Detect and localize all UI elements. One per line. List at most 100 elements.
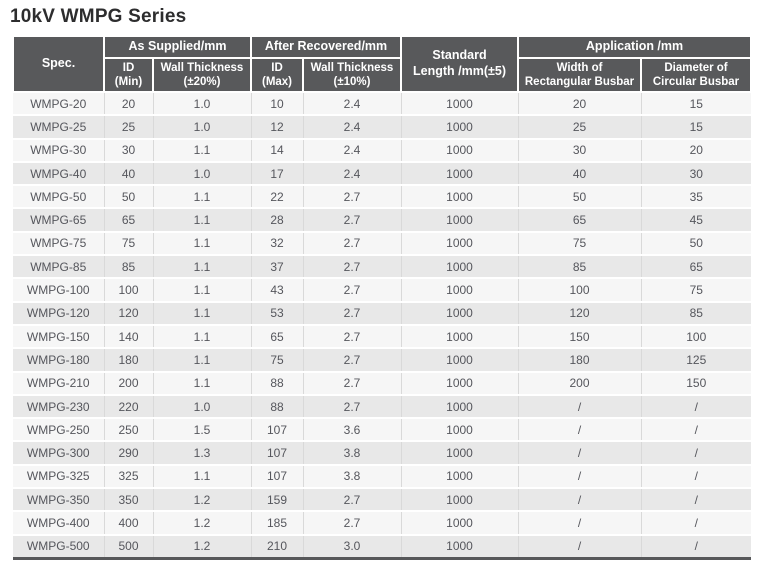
cell-width-rectangular-busbar: 180 [518, 348, 642, 373]
cell-standard-length: 1000 [401, 115, 519, 140]
cell-diameter-circular-busbar: 75 [641, 278, 752, 303]
cell-id-min: 290 [104, 441, 154, 466]
cell-standard-length: 1000 [401, 534, 519, 560]
cell-wall-thickness-20: 1.3 [153, 441, 252, 466]
cell-wall-thickness-10: 2.7 [303, 208, 402, 233]
cell-id-max: 107 [251, 418, 304, 443]
col-header-standard-length: Standard Length /mm(±5) [400, 35, 520, 93]
cell-standard-length: 1000 [401, 394, 519, 420]
cell-id-max: 28 [251, 208, 304, 233]
cell-id-min: 65 [104, 208, 154, 233]
cell-wall-thickness-20: 1.1 [153, 278, 252, 303]
cell-id-min: 100 [104, 278, 154, 303]
cell-width-rectangular-busbar: / [518, 511, 642, 536]
cell-spec: WMPG-180 [13, 348, 105, 373]
table-row: WMPG-150 140 1.1 65 2.7 1000 150 100 [13, 324, 752, 350]
col-header-wall-thickness-10: Wall Thickness (±10%) [301, 57, 403, 93]
cell-wall-thickness-20: 1.0 [153, 115, 252, 140]
cell-spec: WMPG-85 [13, 255, 105, 280]
cell-width-rectangular-busbar: 120 [518, 301, 642, 326]
cell-id-min: 30 [104, 138, 154, 163]
table-row: WMPG-120 120 1.1 53 2.7 1000 120 85 [13, 301, 752, 326]
cell-spec: WMPG-300 [13, 441, 105, 466]
cell-wall-thickness-20: 1.0 [153, 394, 252, 420]
table-row: WMPG-85 85 1.1 37 2.7 1000 85 65 [13, 255, 752, 280]
cell-id-max: 65 [251, 324, 304, 350]
cell-id-max: 43 [251, 278, 304, 303]
table-row: WMPG-500 500 1.2 210 3.0 1000 / / [13, 534, 752, 560]
col-header-id-min: ID (Min) [103, 57, 154, 93]
cell-wall-thickness-10: 2.7 [303, 185, 402, 210]
cell-diameter-circular-busbar: 30 [641, 161, 752, 187]
header-row-groups: Spec. As Supplied/mm After Recovered/mm … [12, 35, 753, 93]
cell-spec: WMPG-500 [13, 534, 105, 560]
cell-id-min: 75 [104, 231, 154, 257]
table-row: WMPG-250 250 1.5 107 3.6 1000 / / [13, 418, 752, 443]
cell-standard-length: 1000 [401, 418, 519, 443]
cell-width-rectangular-busbar: 65 [518, 208, 642, 233]
cell-wall-thickness-10: 3.8 [303, 464, 402, 490]
cell-diameter-circular-busbar: 20 [641, 138, 752, 163]
cell-id-max: 75 [251, 348, 304, 373]
cell-wall-thickness-10: 2.7 [303, 324, 402, 350]
cell-wall-thickness-20: 1.1 [153, 324, 252, 350]
cell-wall-thickness-20: 1.1 [153, 301, 252, 326]
table-row: WMPG-65 65 1.1 28 2.7 1000 65 45 [13, 208, 752, 233]
col-header-width-rectangular-busbar: Width of Rectangular Busbar [517, 57, 643, 93]
cell-standard-length: 1000 [401, 278, 519, 303]
cell-standard-length: 1000 [401, 161, 519, 187]
cell-diameter-circular-busbar: 35 [641, 185, 752, 210]
cell-diameter-circular-busbar: 15 [641, 92, 752, 117]
cell-id-min: 85 [104, 255, 154, 280]
cell-wall-thickness-10: 3.0 [303, 534, 402, 560]
cell-id-max: 53 [251, 301, 304, 326]
cell-spec: WMPG-25 [13, 115, 105, 140]
cell-width-rectangular-busbar: / [518, 394, 642, 420]
cell-wall-thickness-10: 2.7 [303, 394, 402, 420]
cell-width-rectangular-busbar: 20 [518, 92, 642, 117]
table-row: WMPG-100 100 1.1 43 2.7 1000 100 75 [13, 278, 752, 303]
cell-width-rectangular-busbar: 85 [518, 255, 642, 280]
cell-wall-thickness-20: 1.2 [153, 488, 252, 513]
cell-id-max: 10 [251, 92, 304, 117]
cell-wall-thickness-20: 1.1 [153, 371, 252, 396]
cell-diameter-circular-busbar: / [641, 394, 752, 420]
table-row: WMPG-30 30 1.1 14 2.4 1000 30 20 [13, 138, 752, 163]
cell-wall-thickness-20: 1.1 [153, 348, 252, 373]
cell-diameter-circular-busbar: / [641, 441, 752, 466]
table-row: WMPG-20 20 1.0 10 2.4 1000 20 15 [13, 92, 752, 117]
cell-width-rectangular-busbar: 75 [518, 231, 642, 257]
cell-spec: WMPG-75 [13, 231, 105, 257]
cell-wall-thickness-20: 1.1 [153, 231, 252, 257]
cell-width-rectangular-busbar: 25 [518, 115, 642, 140]
table-row: WMPG-230 220 1.0 88 2.7 1000 / / [13, 394, 752, 420]
cell-spec: WMPG-120 [13, 301, 105, 326]
cell-spec: WMPG-50 [13, 185, 105, 210]
cell-standard-length: 1000 [401, 464, 519, 490]
cell-spec: WMPG-400 [13, 511, 105, 536]
cell-wall-thickness-10: 2.7 [303, 348, 402, 373]
table-row: WMPG-400 400 1.2 185 2.7 1000 / / [13, 511, 752, 536]
cell-wall-thickness-20: 1.0 [153, 92, 252, 117]
cell-wall-thickness-20: 1.5 [153, 418, 252, 443]
cell-diameter-circular-busbar: / [641, 418, 752, 443]
cell-wall-thickness-10: 2.7 [303, 278, 402, 303]
cell-id-max: 22 [251, 185, 304, 210]
cell-diameter-circular-busbar: 85 [641, 301, 752, 326]
cell-id-max: 88 [251, 371, 304, 396]
table-row: WMPG-325 325 1.1 107 3.8 1000 / / [13, 464, 752, 490]
cell-wall-thickness-10: 2.4 [303, 92, 402, 117]
table-row: WMPG-25 25 1.0 12 2.4 1000 25 15 [13, 115, 752, 140]
cell-diameter-circular-busbar: / [641, 464, 752, 490]
page-title: 10kV WMPG Series [10, 6, 187, 27]
cell-standard-length: 1000 [401, 92, 519, 117]
cell-wall-thickness-10: 2.4 [303, 138, 402, 163]
cell-diameter-circular-busbar: 50 [641, 231, 752, 257]
spec-table: Spec. As Supplied/mm After Recovered/mm … [12, 35, 753, 560]
cell-spec: WMPG-20 [13, 92, 105, 117]
cell-spec: WMPG-150 [13, 324, 105, 350]
col-header-diameter-circular-busbar: Diameter of Circular Busbar [640, 57, 753, 93]
cell-id-min: 400 [104, 511, 154, 536]
cell-id-min: 180 [104, 348, 154, 373]
